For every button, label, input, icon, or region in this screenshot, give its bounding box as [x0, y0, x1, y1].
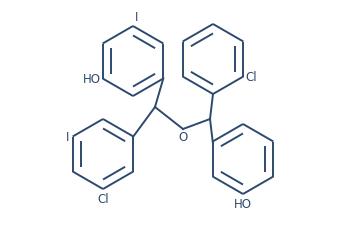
- Text: HO: HO: [83, 73, 101, 86]
- Text: I: I: [135, 11, 138, 24]
- Text: O: O: [178, 131, 188, 143]
- Text: I: I: [66, 131, 70, 143]
- Text: Cl: Cl: [245, 71, 257, 84]
- Text: Cl: Cl: [97, 192, 109, 205]
- Text: HO: HO: [234, 197, 252, 210]
